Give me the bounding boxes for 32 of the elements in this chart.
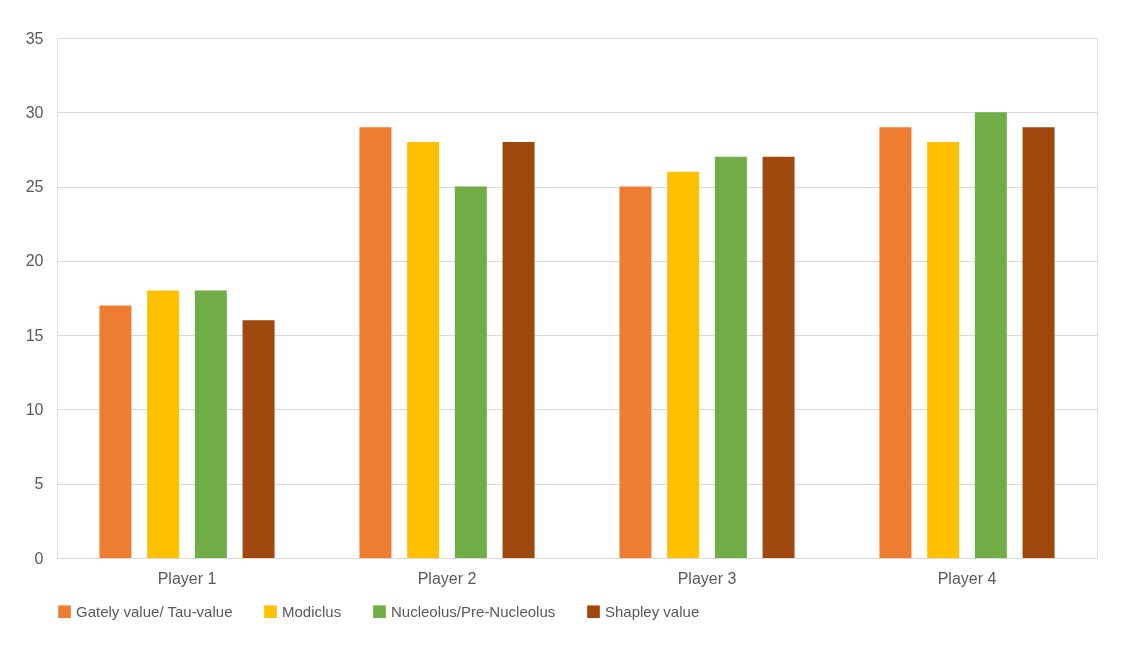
x-tick-label: Player 4 <box>937 569 997 587</box>
legend-label: Shapley value <box>605 602 700 620</box>
bar <box>974 112 1007 558</box>
x-tick-label: Player 2 <box>417 569 477 587</box>
bar <box>1022 127 1055 558</box>
legend-label: Nucleolus/Pre-Nucleolus <box>391 602 556 620</box>
bar <box>667 171 700 558</box>
bar <box>502 142 535 558</box>
bar <box>147 290 180 558</box>
bar <box>359 127 392 558</box>
bar <box>927 142 960 558</box>
y-tick-label: 15 <box>25 326 44 344</box>
y-tick-label: 35 <box>25 29 44 47</box>
y-tick-label: 5 <box>34 475 44 493</box>
y-tick-label: 30 <box>25 103 44 121</box>
y-tick-label: 20 <box>25 252 44 270</box>
y-tick-label: 0 <box>34 549 44 567</box>
bar <box>454 186 487 558</box>
bar <box>194 290 227 558</box>
legend-label: Modiclus <box>282 602 342 620</box>
bar <box>99 305 132 558</box>
y-tick-label: 25 <box>25 178 44 196</box>
bar <box>879 127 912 558</box>
x-tick-label: Player 1 <box>157 569 217 587</box>
x-tick-label: Player 3 <box>677 569 737 587</box>
bar <box>619 186 652 558</box>
y-tick-label: 10 <box>25 400 44 418</box>
bar <box>762 156 795 558</box>
bar <box>714 156 747 558</box>
legend-label: Gately value/ Tau-value <box>76 602 233 620</box>
bar <box>407 142 440 558</box>
bar <box>242 320 275 558</box>
